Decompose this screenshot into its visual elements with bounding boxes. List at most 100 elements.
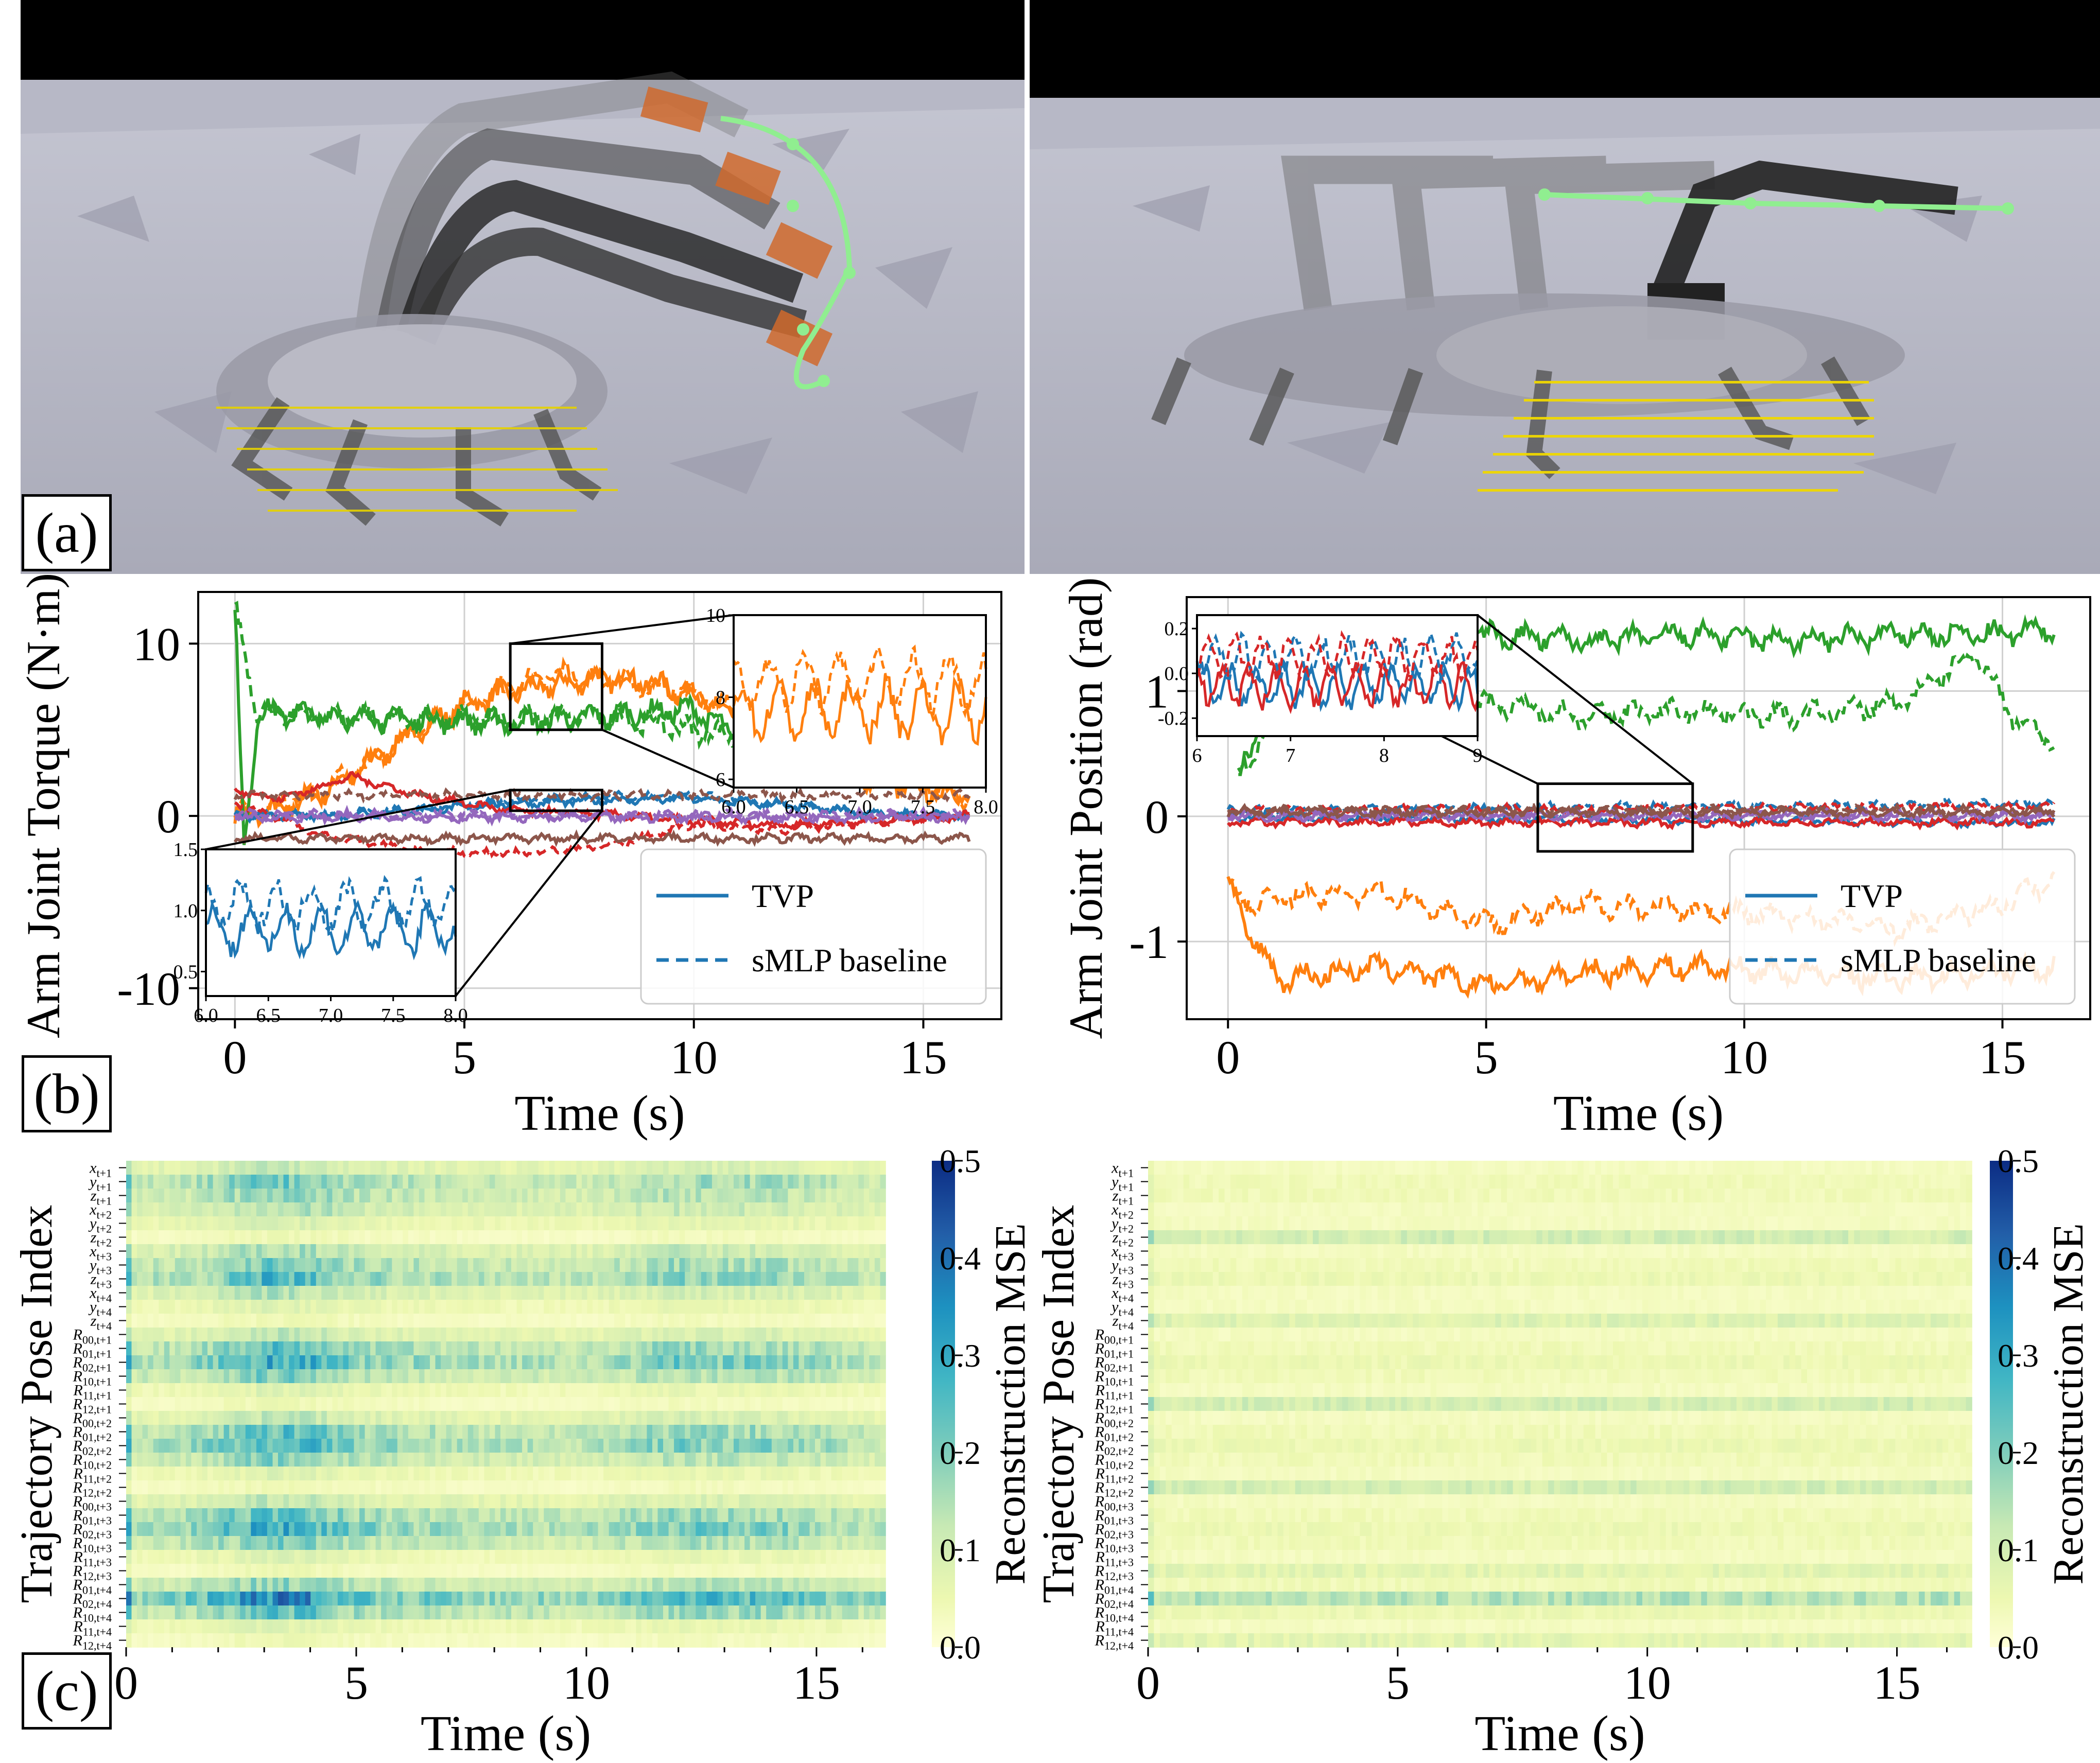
heatmap-cell [441,1592,447,1606]
heatmap-cell [452,1369,458,1384]
heatmap-cell [570,1314,577,1328]
heatmap-cell [522,1605,528,1620]
heatmap-cell [565,1175,571,1189]
heatmap-cell [229,1175,235,1189]
heatmap-cell [793,1230,800,1245]
heatmap-cell [245,1522,252,1537]
heatmap-cell [245,1619,252,1634]
heatmap-cell [771,1592,778,1606]
heatmap-cell [711,1383,718,1398]
heatmap-cell [799,1480,805,1495]
heatmap-cell [847,1619,854,1634]
heatmap-cell [799,1592,805,1606]
heatmap-cell [831,1425,837,1439]
heatmap-cell [283,1189,289,1203]
heatmap-cell [815,1550,821,1564]
heatmap-cell [321,1578,327,1592]
heatmap-cell [522,1258,528,1272]
heatmap-cell [310,1425,317,1439]
heatmap-cell [289,1202,295,1217]
heatmap-cell [674,1189,680,1203]
heatmap-cell [126,1175,132,1189]
heatmap-cell [131,1425,137,1439]
heatmap-cell [734,1175,740,1189]
heatmap-cell [565,1536,571,1550]
heatmap-cell [760,1369,767,1384]
heatmap-cell [245,1341,252,1356]
heatmap-cell [587,1286,593,1300]
heatmap-cell [446,1619,452,1634]
heatmap-cell [202,1328,208,1342]
heatmap-cell [392,1341,398,1356]
heatmap-cell [609,1328,615,1342]
heatmap-cell [500,1272,507,1286]
heatmap-cell [137,1522,143,1537]
heatmap-cell [668,1536,674,1550]
heatmap-cell [240,1230,246,1245]
heatmap-cell [278,1633,284,1648]
heatmap-cell [815,1605,821,1620]
heatmap-cell [164,1592,170,1606]
heatmap-cell [728,1216,734,1231]
heatmap-cell [820,1328,826,1342]
heatmap-cell [874,1230,881,1245]
heatmap-cell [560,1383,566,1398]
heatmap-cell [527,1494,533,1509]
heatmap-cell [131,1355,137,1370]
heatmap-cell [365,1578,371,1592]
heatmap-cell [506,1300,512,1314]
heatmap-cell [570,1369,577,1384]
x-tick-label: 0 [1216,1031,1240,1084]
heatmap-cell [218,1175,224,1189]
heatmap-cell [777,1592,783,1606]
heatmap-cell [321,1300,327,1314]
heatmap-cell [408,1494,414,1509]
heatmap-cell [142,1258,148,1272]
heatmap-cell [506,1355,512,1370]
heatmap-cell [657,1494,664,1509]
heatmap-cell [267,1605,273,1620]
heatmap-cell [793,1202,800,1217]
heatmap-cell [365,1355,371,1370]
heatmap-cell [674,1467,680,1481]
heatmap-cell [349,1550,355,1564]
heatmap-cell [516,1328,523,1342]
heatmap-cell [375,1314,381,1328]
heatmap-cell [847,1605,854,1620]
heatmap-cell [131,1300,137,1314]
heatmap-cell [337,1244,344,1259]
heatmap-cell [424,1272,430,1286]
heatmap-cell [793,1411,800,1425]
heatmap-cell [202,1425,208,1439]
heatmap-cell [706,1564,713,1578]
heatmap-cell [809,1453,815,1467]
heatmap-cell [728,1244,734,1259]
heatmap-cell [164,1328,170,1342]
heatmap-cell [853,1619,859,1634]
heatmap-cell [478,1272,485,1286]
heatmap-cell [657,1369,664,1384]
heatmap-cell [522,1619,528,1634]
heatmap-cell [305,1536,311,1550]
heatmap-cell [701,1216,707,1231]
heatmap-cell [245,1244,252,1259]
heatmap-cell [690,1314,696,1328]
heatmap-cell [711,1467,718,1481]
heatmap-cell [300,1369,306,1384]
heatmap-cell [722,1272,729,1286]
heatmap-cell [506,1202,512,1217]
heatmap-cell [332,1439,338,1453]
heatmap-cell [462,1258,468,1272]
heatmap-cell [582,1439,588,1453]
heatmap-cell [381,1564,387,1578]
heatmap-cell [582,1467,588,1481]
heatmap-cell [858,1355,864,1370]
heatmap-cell [413,1508,420,1523]
heatmap-cell [777,1425,783,1439]
heatmap-cell [169,1550,176,1564]
heatmap-cell [766,1355,772,1370]
heatmap-cell [337,1258,344,1272]
heatmap-cell [533,1425,539,1439]
heatmap-cell [728,1300,734,1314]
heatmap-cell [169,1494,176,1509]
